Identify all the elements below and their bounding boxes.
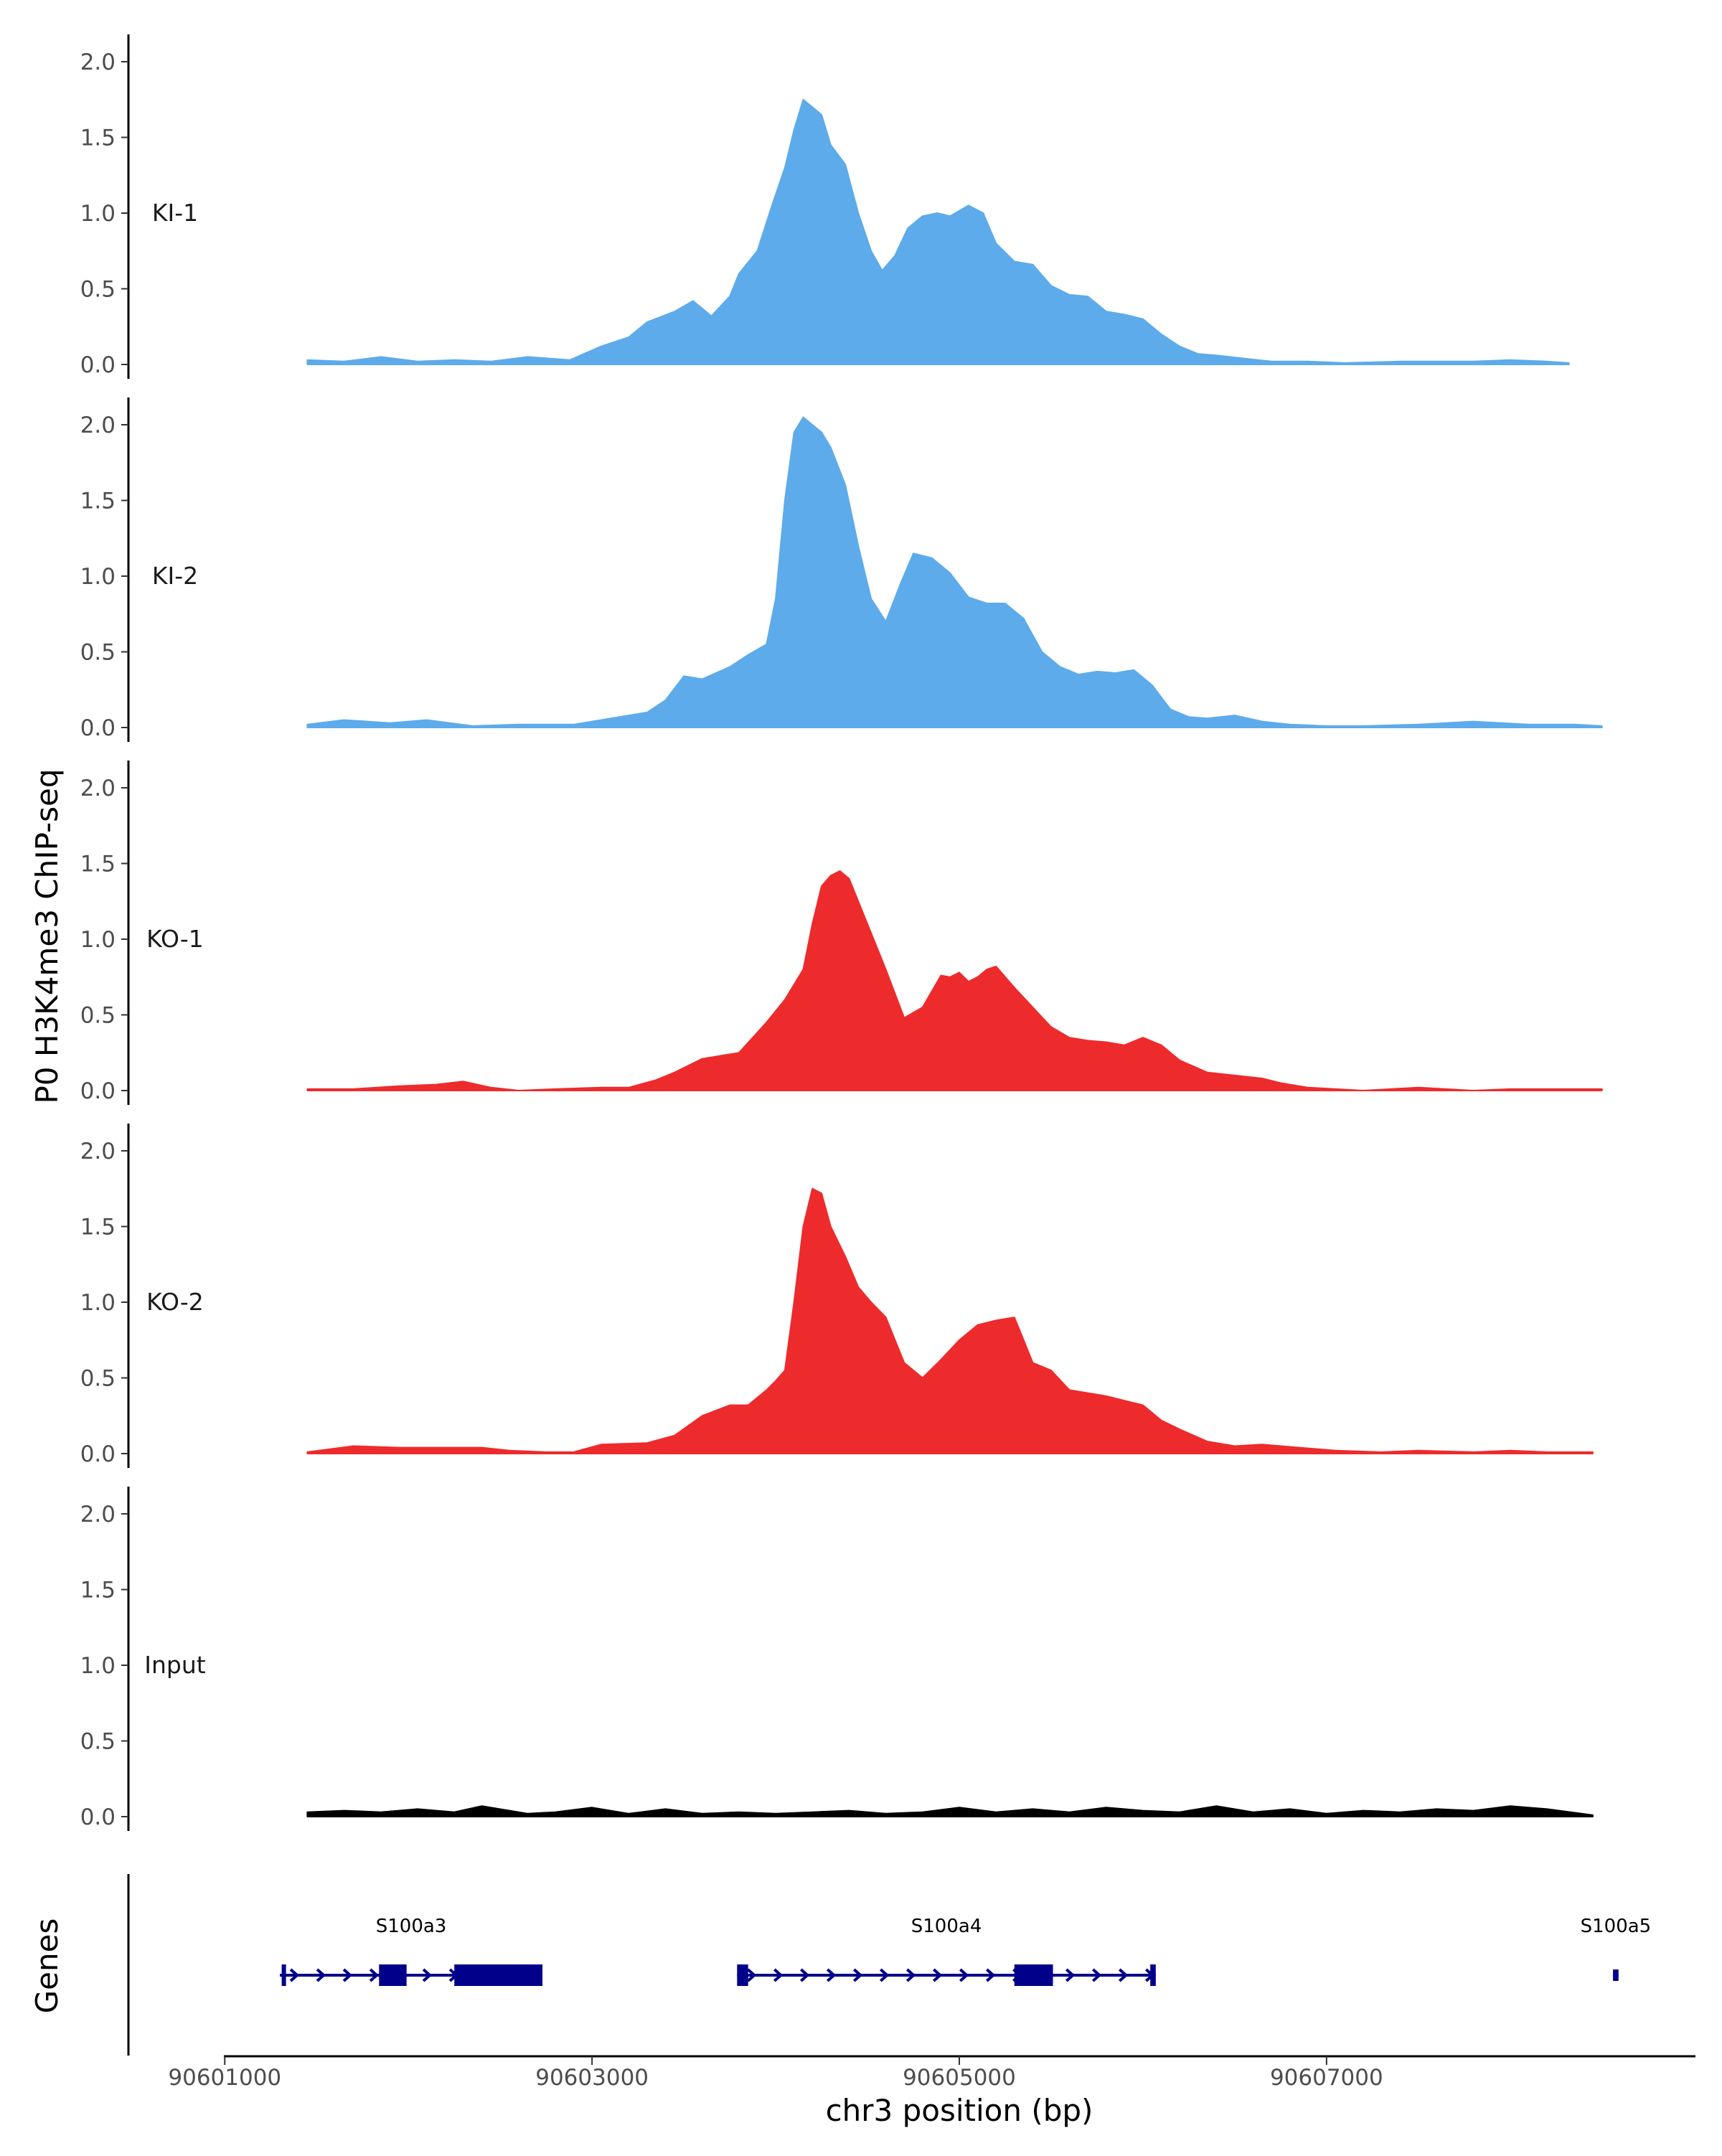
signal-area-ko-2 bbox=[306, 1187, 1594, 1454]
signal-area-ki-2 bbox=[306, 416, 1603, 728]
y-tick-label: 1.0 bbox=[80, 1653, 116, 1679]
y-tick-label: 1.5 bbox=[80, 852, 116, 877]
y-tick-label: 0.5 bbox=[80, 277, 116, 303]
strand-chevron bbox=[905, 1968, 916, 1982]
y-tick-label: 1.5 bbox=[80, 126, 116, 151]
gene-s100a3: S100a3 bbox=[280, 1916, 543, 1986]
strand-chevron bbox=[746, 1968, 757, 1982]
gene-label: S100a4 bbox=[911, 1916, 982, 1937]
gene-exon bbox=[1613, 1969, 1619, 1981]
x-tick-label: 90601000 bbox=[168, 2065, 281, 2091]
y-tick-label: 0.0 bbox=[80, 715, 116, 741]
strand-chevron bbox=[422, 1968, 433, 1982]
y-tick-label: 1.5 bbox=[80, 489, 116, 514]
y-tick-label: 1.5 bbox=[80, 1215, 116, 1241]
genes-track-title: Genes bbox=[29, 1919, 65, 2014]
signal-tracks: 0.00.51.01.52.0KI-10.00.51.01.52.0KI-20.… bbox=[80, 34, 1603, 1831]
track-label: KO-1 bbox=[146, 925, 204, 953]
strand-chevron bbox=[932, 1968, 943, 1982]
strand-chevron bbox=[879, 1968, 890, 1982]
track-ki-1: 0.0 0.5 1.0 1.5 2.0 KI-1 bbox=[80, 34, 1570, 379]
signal-area-ko-1 bbox=[306, 870, 1603, 1091]
genes-track: S100a3 S100a4 S100a5 bbox=[127, 1874, 1652, 2056]
y-tick-label: 2.0 bbox=[80, 413, 116, 438]
track-label: KI-1 bbox=[152, 199, 198, 227]
gene-s100a5: S100a5 bbox=[1581, 1916, 1652, 1981]
strand-chevron bbox=[799, 1968, 810, 1982]
strand-chevron bbox=[852, 1968, 863, 1982]
y-tick-label: 0.0 bbox=[80, 352, 116, 378]
x-tick-label: 90605000 bbox=[903, 2065, 1016, 2091]
y-tick-label: 0.5 bbox=[80, 1003, 116, 1029]
y-axis-title: P0 H3K4me3 ChIP-seq bbox=[29, 768, 65, 1103]
y-tick-label: 0.5 bbox=[80, 1366, 116, 1392]
track-input: 0.0 0.5 1.0 1.5 2.0 Input bbox=[80, 1487, 1594, 1831]
strand-chevron bbox=[959, 1968, 969, 1982]
x-tick-label: 90607000 bbox=[1270, 2065, 1383, 2091]
gene-exon bbox=[1014, 1964, 1053, 1986]
y-tick-label: 1.0 bbox=[80, 564, 116, 590]
strand-chevron bbox=[316, 1968, 326, 1982]
y-tick-label: 2.0 bbox=[80, 50, 116, 75]
gene-exon bbox=[454, 1964, 543, 1986]
strand-chevron bbox=[1118, 1968, 1129, 1982]
y-tick-label: 2.0 bbox=[80, 1502, 116, 1527]
strand-chevron bbox=[342, 1968, 353, 1982]
y-tick-label: 0.0 bbox=[80, 1804, 116, 1830]
y-tick-label: 1.0 bbox=[80, 927, 116, 953]
y-tick-label: 0.0 bbox=[80, 1078, 116, 1104]
x-tick-label: 90603000 bbox=[535, 2065, 649, 2091]
track-label: Input bbox=[144, 1651, 206, 1679]
y-tick-label: 1.0 bbox=[80, 1290, 116, 1316]
y-tick-label: 1.5 bbox=[80, 1578, 116, 1604]
track-ki-2: 0.0 0.5 1.0 1.5 2.0 KI-2 bbox=[80, 397, 1603, 742]
y-tick-label: 1.0 bbox=[80, 201, 116, 227]
strand-chevron bbox=[826, 1968, 837, 1982]
x-axis: 90601000 90603000 90605000 90607000 bbox=[168, 2055, 1695, 2091]
gene-s100a4: S100a4 bbox=[737, 1916, 1156, 1986]
track-ko-2: 0.0 0.5 1.0 1.5 2.0 KO-2 bbox=[80, 1124, 1594, 1468]
signal-area-ki-1 bbox=[306, 98, 1570, 365]
track-label: KI-2 bbox=[152, 562, 198, 590]
track-ko-1: 0.0 0.5 1.0 1.5 2.0 KO-1 bbox=[80, 761, 1603, 1105]
y-tick-label: 2.0 bbox=[80, 776, 116, 801]
strand-chevron bbox=[289, 1968, 300, 1982]
gene-exon bbox=[737, 1964, 748, 1986]
gene-label: S100a3 bbox=[376, 1916, 447, 1937]
y-tick-label: 0.5 bbox=[80, 1729, 116, 1755]
strand-chevron bbox=[1065, 1968, 1076, 1982]
strand-chevron bbox=[1091, 1968, 1102, 1982]
signal-area-input bbox=[306, 1805, 1594, 1817]
gene-exon bbox=[1150, 1964, 1156, 1986]
gene-label: S100a5 bbox=[1581, 1916, 1652, 1937]
track-label: KO-2 bbox=[146, 1288, 204, 1316]
x-axis-title: chr3 position (bp) bbox=[826, 2093, 1093, 2128]
gene-exon bbox=[379, 1964, 407, 1986]
strand-chevron bbox=[773, 1968, 784, 1982]
gene-exon bbox=[281, 1964, 286, 1986]
y-tick-label: 0.0 bbox=[80, 1441, 116, 1467]
strand-chevron bbox=[369, 1968, 380, 1982]
strand-chevron bbox=[985, 1968, 996, 1982]
y-tick-label: 0.5 bbox=[80, 640, 116, 666]
y-tick-label: 2.0 bbox=[80, 1139, 116, 1164]
